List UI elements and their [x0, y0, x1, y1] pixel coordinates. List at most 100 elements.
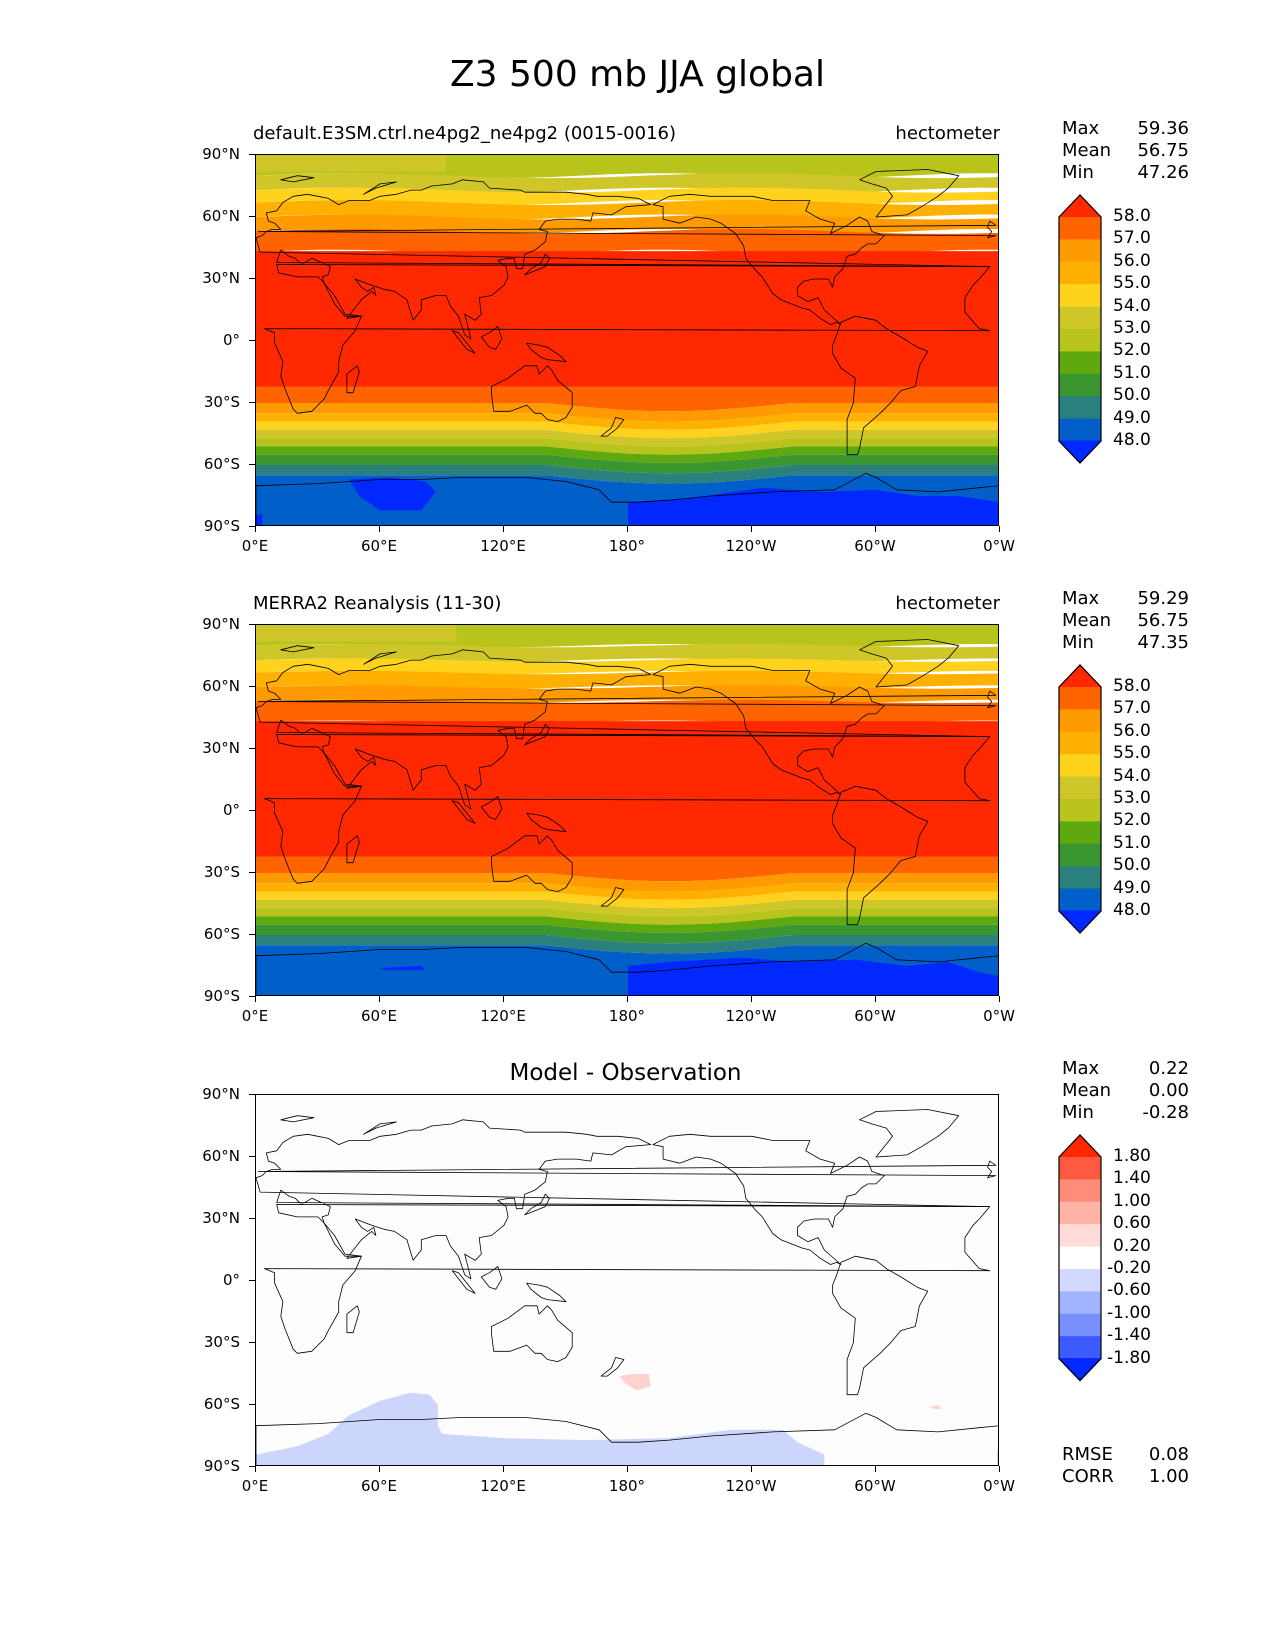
colorbar-segment	[1059, 866, 1101, 890]
stat-min-label: Min	[1062, 1102, 1094, 1123]
stat-max-label: Max	[1062, 1058, 1100, 1079]
colorbar-segment	[1059, 306, 1101, 330]
contour-band	[256, 856, 998, 882]
contour-band	[256, 413, 998, 430]
lon-tick	[503, 996, 504, 1002]
difference-panel: Model - Observation 90°N 60°N 30°N 0° 30°S 60…	[0, 1056, 1275, 1526]
colorbar-segment	[1059, 329, 1101, 352]
colorbar-segment	[1059, 239, 1101, 263]
contour-band	[256, 908, 998, 925]
lon-tick	[751, 996, 752, 1002]
stat-min-label: Min	[1062, 632, 1094, 653]
lat-tick	[249, 1404, 255, 1405]
lon-tick-label: 60°W	[854, 537, 896, 555]
stat-mean-label: Mean	[1062, 140, 1112, 161]
coastline	[363, 181, 397, 195]
colorbar-segment	[1059, 687, 1101, 710]
colorbar-segment	[1059, 217, 1101, 240]
contour-band	[256, 916, 998, 933]
lat-tick	[249, 686, 255, 687]
contour-band	[628, 487, 998, 525]
coastline	[526, 1282, 567, 1303]
colorbar-label: 57.0	[1113, 698, 1151, 719]
coastline	[600, 1357, 625, 1377]
colorbar-label: -0.20	[1107, 1258, 1151, 1278]
contour-map	[255, 1094, 999, 1466]
lon-tick-label: 120°W	[725, 537, 777, 555]
stat-min-value: -0.28	[1142, 1102, 1189, 1123]
colorbar-segment	[1058, 664, 1102, 688]
lat-tick-label: 30°S	[203, 1333, 240, 1351]
lat-tick	[249, 748, 255, 749]
colorbar-segment	[1059, 418, 1101, 442]
lat-tick-label: 0°	[222, 331, 240, 349]
contour-band	[256, 699, 998, 724]
lon-tick	[379, 1466, 380, 1472]
coastline	[263, 1204, 991, 1354]
lon-tick	[875, 526, 876, 532]
lat-tick-label: 60°N	[202, 207, 240, 225]
stat-rmse-label: RMSE	[1062, 1444, 1113, 1465]
colorbar-segment	[1059, 799, 1101, 822]
lon-tick-label: 120°E	[480, 1477, 526, 1495]
colorbar-segment	[1059, 1269, 1101, 1292]
lat-tick-label: 60°S	[203, 1395, 240, 1413]
contour-band	[456, 625, 998, 642]
coastline	[491, 835, 573, 892]
colorbar-segment	[1059, 776, 1101, 800]
stat-max-label: Max	[1062, 588, 1100, 609]
test-panel: default.E3SM.ctrl.ne4pg2_ne4pg2 (0015-00…	[0, 116, 1275, 586]
contour-band	[256, 670, 998, 689]
lon-tick	[875, 996, 876, 1002]
coastline	[652, 193, 885, 325]
colorbar-segment	[1058, 910, 1102, 934]
contour-band	[380, 966, 426, 971]
colorbar-segment	[1059, 261, 1101, 285]
colorbar-graphic	[1058, 194, 1102, 464]
lat-tick-label: 90°S	[203, 987, 240, 1005]
lon-tick	[379, 996, 380, 1002]
coastline	[491, 1305, 573, 1362]
lon-tick-label: 180°	[608, 1477, 646, 1495]
colorbar-segment	[1059, 731, 1101, 755]
coastline	[346, 365, 360, 394]
lat-tick	[249, 1280, 255, 1281]
negative-anomaly	[256, 1392, 825, 1465]
colorbar-label: 51.0	[1113, 832, 1151, 853]
positive-anomaly	[929, 1405, 943, 1410]
colorbar-label: 53.0	[1113, 318, 1151, 338]
colorbar-label: 51.0	[1113, 362, 1151, 383]
lon-tick-label: 120°W	[725, 1007, 777, 1025]
lon-tick	[999, 1466, 1000, 1472]
colorbar-segment	[1059, 843, 1101, 867]
lon-tick-label: 0°W	[983, 537, 1015, 555]
colorbar-label: 54.0	[1113, 295, 1151, 316]
contour-band	[446, 155, 998, 172]
coastline	[257, 220, 997, 239]
stat-max-value: 0.22	[1148, 1058, 1189, 1079]
panel-units: hectometer	[895, 593, 1000, 614]
colorbar-label: 49.0	[1113, 407, 1151, 428]
lat-tick	[249, 624, 255, 625]
coastline	[363, 651, 397, 665]
contour-band	[256, 386, 998, 412]
lon-tick-label: 0°E	[241, 1477, 269, 1495]
lat-tick	[249, 340, 255, 341]
contour-band	[256, 924, 998, 944]
stat-mean-value: 56.75	[1137, 140, 1189, 161]
lon-tick	[627, 996, 628, 1002]
coastline	[256, 649, 991, 810]
coastline	[451, 330, 476, 354]
coastline	[600, 417, 625, 437]
colorbar-segment	[1059, 888, 1101, 912]
lat-tick	[249, 1466, 255, 1467]
lon-tick	[999, 996, 1000, 1002]
coastlines	[256, 639, 998, 995]
colorbar-label: 1.80	[1113, 1146, 1151, 1166]
colorbar-segment	[1059, 1336, 1101, 1360]
coastline	[526, 342, 567, 363]
colorbar-label: 52.0	[1113, 340, 1151, 361]
lat-tick-label: 0°	[222, 801, 240, 819]
colorbar-label: 58.0	[1113, 206, 1151, 226]
coastline	[346, 835, 360, 864]
